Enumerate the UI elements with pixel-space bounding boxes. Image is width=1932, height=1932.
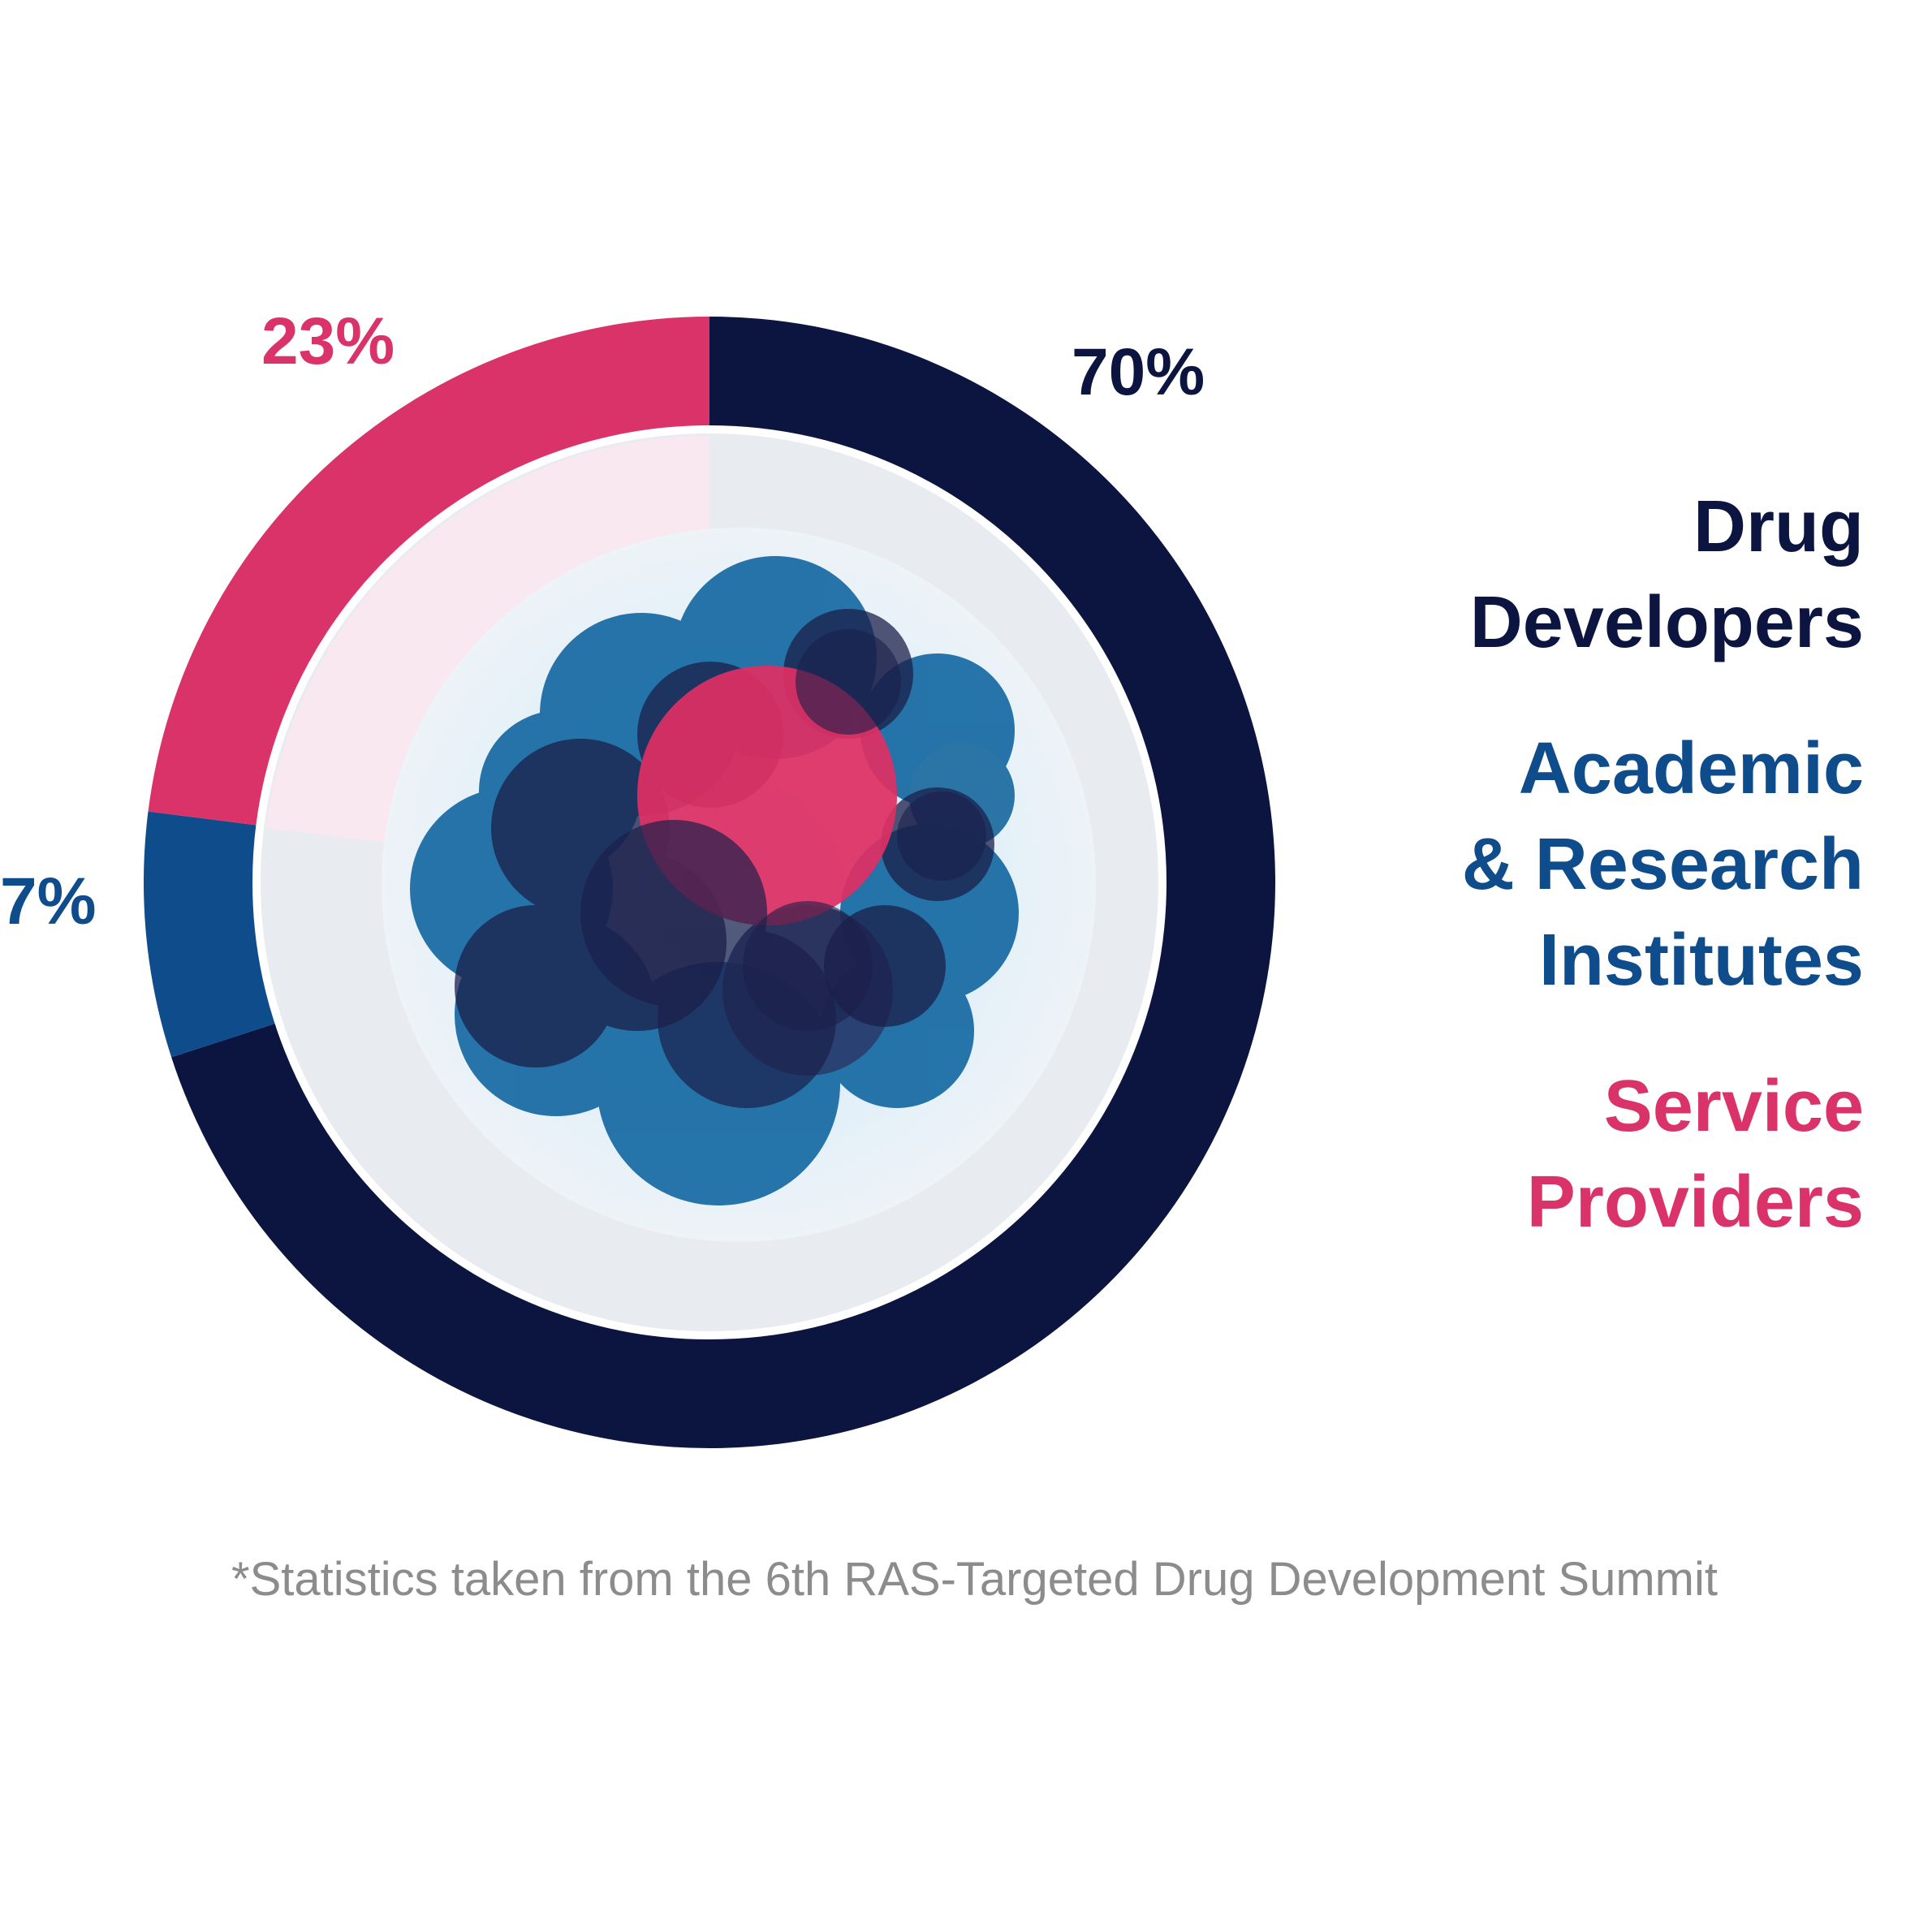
legend-line: Developers [1469,582,1864,663]
legend-entry-academic-research: Academic & Research Institutes [1296,721,1864,1008]
cell-cluster-icon [410,556,1019,1205]
slice-value-label-academic-research: 7% [0,865,97,938]
legend-line: Drug [1693,486,1864,567]
slice-value-label-drug-developers: 70% [1072,335,1205,409]
legend-line: Academic [1518,728,1864,809]
legend-line: Service [1603,1066,1864,1147]
legend-line: Institutes [1538,920,1864,1001]
legend-line: Providers [1526,1162,1864,1243]
legend-entry-service-providers: Service Providers [1377,1059,1864,1250]
legend-entry-drug-developers: Drug Developers [1377,479,1864,671]
slice-value-label-service-providers: 23% [261,304,395,378]
footnote: *Statistics taken from the 6th RAS-Targe… [231,1553,1718,1606]
slice-service-providers [148,317,710,830]
legend-line: & Research [1461,824,1864,905]
